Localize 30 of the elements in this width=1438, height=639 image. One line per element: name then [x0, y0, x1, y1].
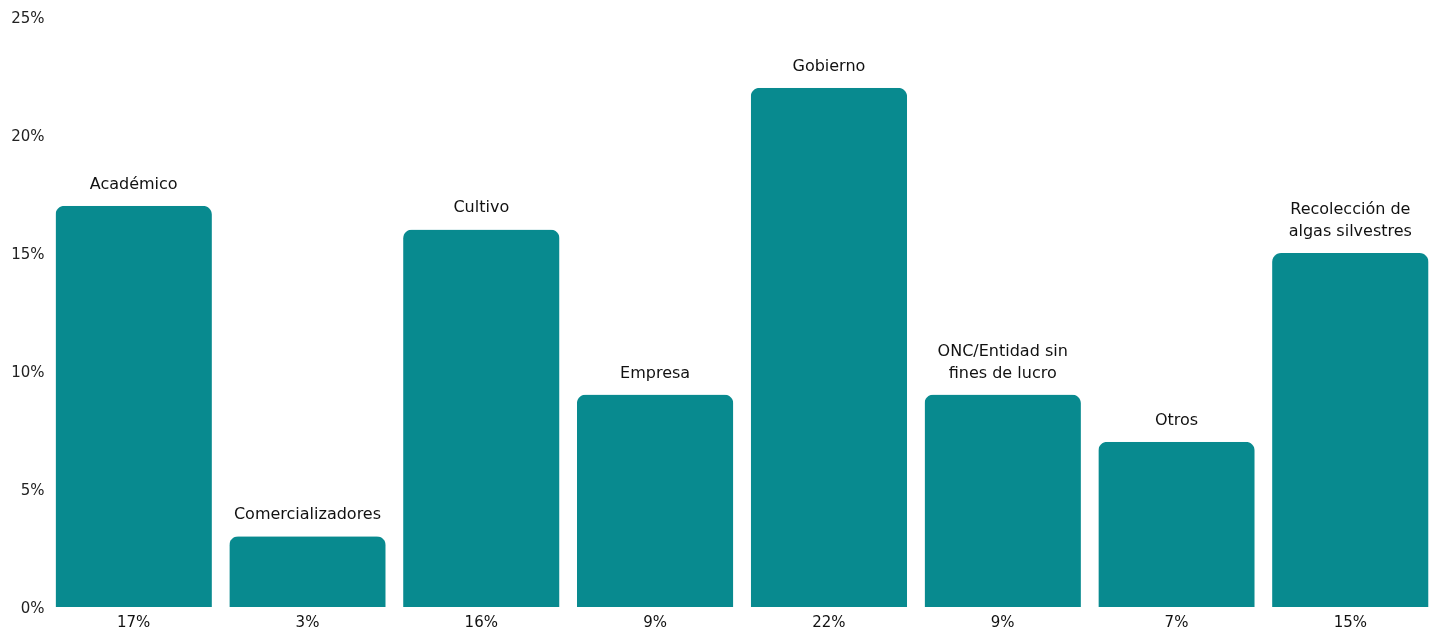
data-label: 7%	[1164, 613, 1189, 631]
y-tick-label: 5%	[20, 480, 45, 499]
data-label: 17%	[117, 613, 151, 631]
data-label: 22%	[812, 613, 846, 631]
y-tick-label: 20%	[11, 126, 45, 145]
x-tick-label: Cultivo	[453, 197, 510, 217]
data-label: 9%	[643, 613, 667, 631]
data-label: 9%	[990, 613, 1015, 631]
y-tick-label: 10%	[11, 362, 45, 381]
y-tick-label: 25%	[11, 8, 45, 27]
data-label: 16%	[464, 613, 498, 631]
x-tick-label: Recolección de algas silvestres	[1288, 199, 1412, 240]
bar	[750, 87, 908, 607]
x-tick-label: Comercializadores	[233, 504, 382, 524]
x-tick-label: Gobierno	[792, 55, 866, 75]
x-tick-label: Otros	[1154, 409, 1199, 429]
bar	[1098, 441, 1255, 607]
y-tick-label: 0%	[20, 598, 45, 617]
bar	[229, 536, 386, 607]
data-label: 3%	[295, 613, 320, 631]
bar	[403, 229, 560, 607]
y-tick-label: 15%	[11, 244, 45, 263]
x-tick-label: ONC/Entidad sin fines de lucro	[937, 340, 1068, 382]
bar	[924, 394, 1081, 607]
x-tick-label: Empresa	[620, 362, 691, 382]
data-label: 15%	[1333, 613, 1367, 631]
bar	[55, 205, 212, 607]
bar	[576, 394, 734, 607]
bar	[1272, 253, 1429, 607]
x-tick-label: Académico	[89, 173, 178, 193]
